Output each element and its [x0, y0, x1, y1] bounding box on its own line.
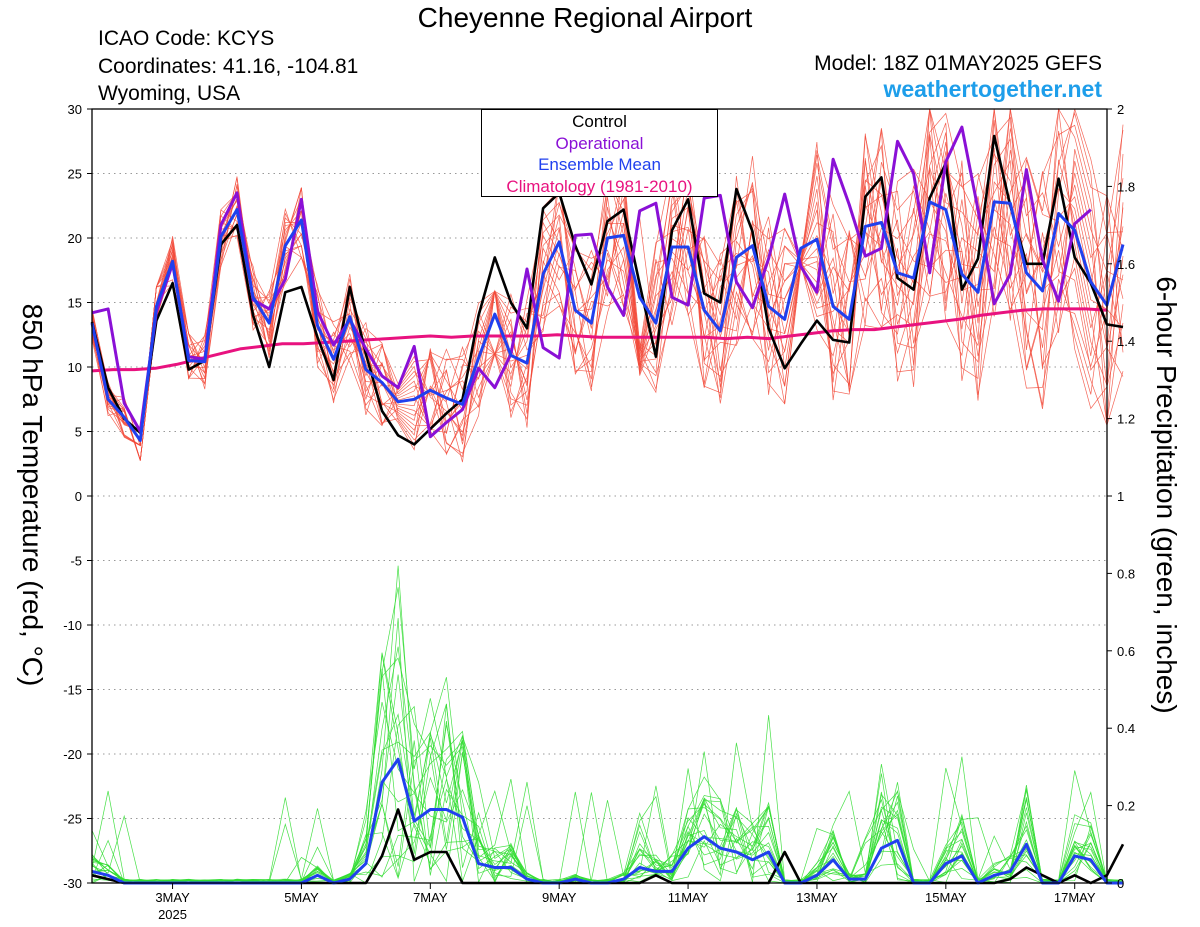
y-tick-label-left: -5 — [70, 554, 82, 569]
y-tick-label-left: 0 — [75, 489, 82, 504]
y-tick-label-right: 2 — [1117, 102, 1124, 117]
y-tick-label-left: -30 — [63, 876, 82, 891]
legend-operational: Operational — [555, 133, 644, 153]
temp-member-line — [91, 128, 1124, 433]
y-tick-label-left: -20 — [63, 747, 82, 762]
site-link[interactable]: weathertogether.net — [883, 76, 1102, 102]
y-tick-label-right: 1 — [1117, 489, 1124, 504]
coordinates: Coordinates: 41.16, -104.81 — [98, 55, 359, 78]
x-tick-label: 7MAY — [413, 890, 448, 905]
temp-member-line — [91, 176, 1124, 463]
y-tick-label-left: 5 — [75, 425, 82, 440]
x-tick-label: 11MAY — [668, 890, 709, 905]
y-tick-label-right: 0.4 — [1117, 721, 1135, 736]
y-tick-label-right: 1.8 — [1117, 179, 1135, 194]
y-tick-label-left: 30 — [68, 102, 82, 117]
y-axis-right-label: 6-hour Precipitation (green, inches) — [1151, 276, 1182, 714]
precip-member-line — [91, 652, 1124, 884]
y-tick-label-right: 1.2 — [1117, 412, 1135, 427]
y-tick-label-right: 1.4 — [1117, 334, 1135, 349]
temp-member-line — [91, 147, 1124, 461]
x-tick-label: 9MAY — [542, 890, 577, 905]
precip-member-line — [91, 751, 1124, 884]
y-tick-label-left: -10 — [63, 618, 82, 633]
x-tick-label: 17MAY — [1054, 890, 1096, 905]
legend: Control Operational Ensemble Mean Climat… — [481, 109, 718, 197]
series-control-right — [91, 808, 1125, 885]
y-tick-label-left: -25 — [63, 812, 82, 827]
series-ensemble-mean-left — [90, 200, 1125, 442]
model-run: Model: 18Z 01MAY2025 GEFS — [814, 52, 1102, 75]
y-tick-label-right: 0.8 — [1117, 566, 1135, 581]
y-tick-label-right: 0.2 — [1117, 799, 1135, 814]
legend-ensemble-mean: Ensemble Mean — [538, 155, 661, 174]
x-tick-label: 3MAY — [155, 890, 190, 905]
series-control-left — [90, 134, 1124, 446]
y-tick-label-left: 20 — [68, 231, 82, 246]
y-tick-label-right: 1.6 — [1117, 257, 1135, 272]
page-title: Cheyenne Regional Airport — [417, 2, 753, 33]
precip-member-line — [91, 565, 1124, 884]
series-ensemble-mean-right — [91, 757, 1123, 885]
temp-member-line — [91, 108, 1124, 461]
legend-control: Control — [572, 112, 627, 131]
y-tick-label-right: 0 — [1117, 876, 1124, 891]
series-operational-left — [91, 125, 1092, 439]
temp-member-line — [91, 112, 1124, 451]
temp-member-line — [91, 133, 1124, 433]
y-tick-label-left: 15 — [68, 296, 82, 311]
y-tick-label-left: -15 — [63, 683, 82, 698]
precip-member-line — [91, 740, 1124, 884]
axis-ticks: 302520151050-5-10-15-20-25-3021.81.61.41… — [63, 102, 1135, 922]
x-tick-sublabel: 2025 — [158, 907, 187, 922]
x-tick-label: 5MAY — [284, 890, 319, 905]
precip-member-line — [91, 587, 1124, 884]
precip-member-line — [91, 674, 1124, 884]
y-tick-label-left: 25 — [68, 167, 82, 182]
x-tick-label: 13MAY — [796, 890, 838, 905]
series-climatology-1981-2010-left — [91, 307, 1108, 373]
region: Wyoming, USA — [98, 82, 241, 105]
icao-code: ICAO Code: KCYS — [98, 27, 275, 50]
x-tick-label: 15MAY — [925, 890, 967, 905]
y-axis-left-label: 850 hPa Temperature (red, °C) — [17, 303, 48, 687]
y-tick-label-left: 10 — [68, 360, 82, 375]
temp-member-line — [91, 108, 1124, 441]
legend-climatology: Climatology (1981-2010) — [506, 176, 693, 196]
y-tick-label-right: 0.6 — [1117, 644, 1135, 659]
precip-member-line — [91, 646, 1124, 884]
